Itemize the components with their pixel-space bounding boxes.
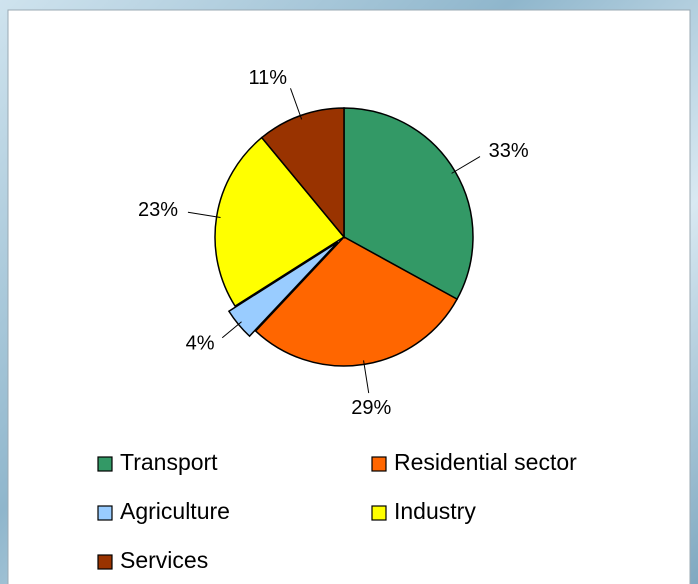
- legend-swatch: [371, 456, 387, 472]
- legend-label: Residential sector: [394, 449, 577, 475]
- legend-swatch: [371, 505, 387, 521]
- data-label: 23%: [138, 199, 178, 221]
- legend-swatch: [97, 554, 113, 570]
- legend-swatch: [97, 456, 113, 472]
- data-label: 33%: [489, 140, 529, 162]
- legend-label: Agriculture: [120, 498, 230, 524]
- legend-label: Transport: [120, 449, 218, 475]
- legend-swatch: [97, 505, 113, 521]
- data-label: 29%: [351, 397, 391, 419]
- leader-line: [363, 360, 370, 394]
- legend-label: Services: [120, 547, 208, 573]
- leader-line: [221, 321, 242, 339]
- leader-line: [451, 156, 481, 174]
- legend-label: Industry: [394, 498, 476, 524]
- data-label: 4%: [186, 332, 215, 354]
- data-label: 11%: [249, 67, 288, 89]
- leader-line: [290, 88, 303, 120]
- leader-line: [187, 211, 221, 218]
